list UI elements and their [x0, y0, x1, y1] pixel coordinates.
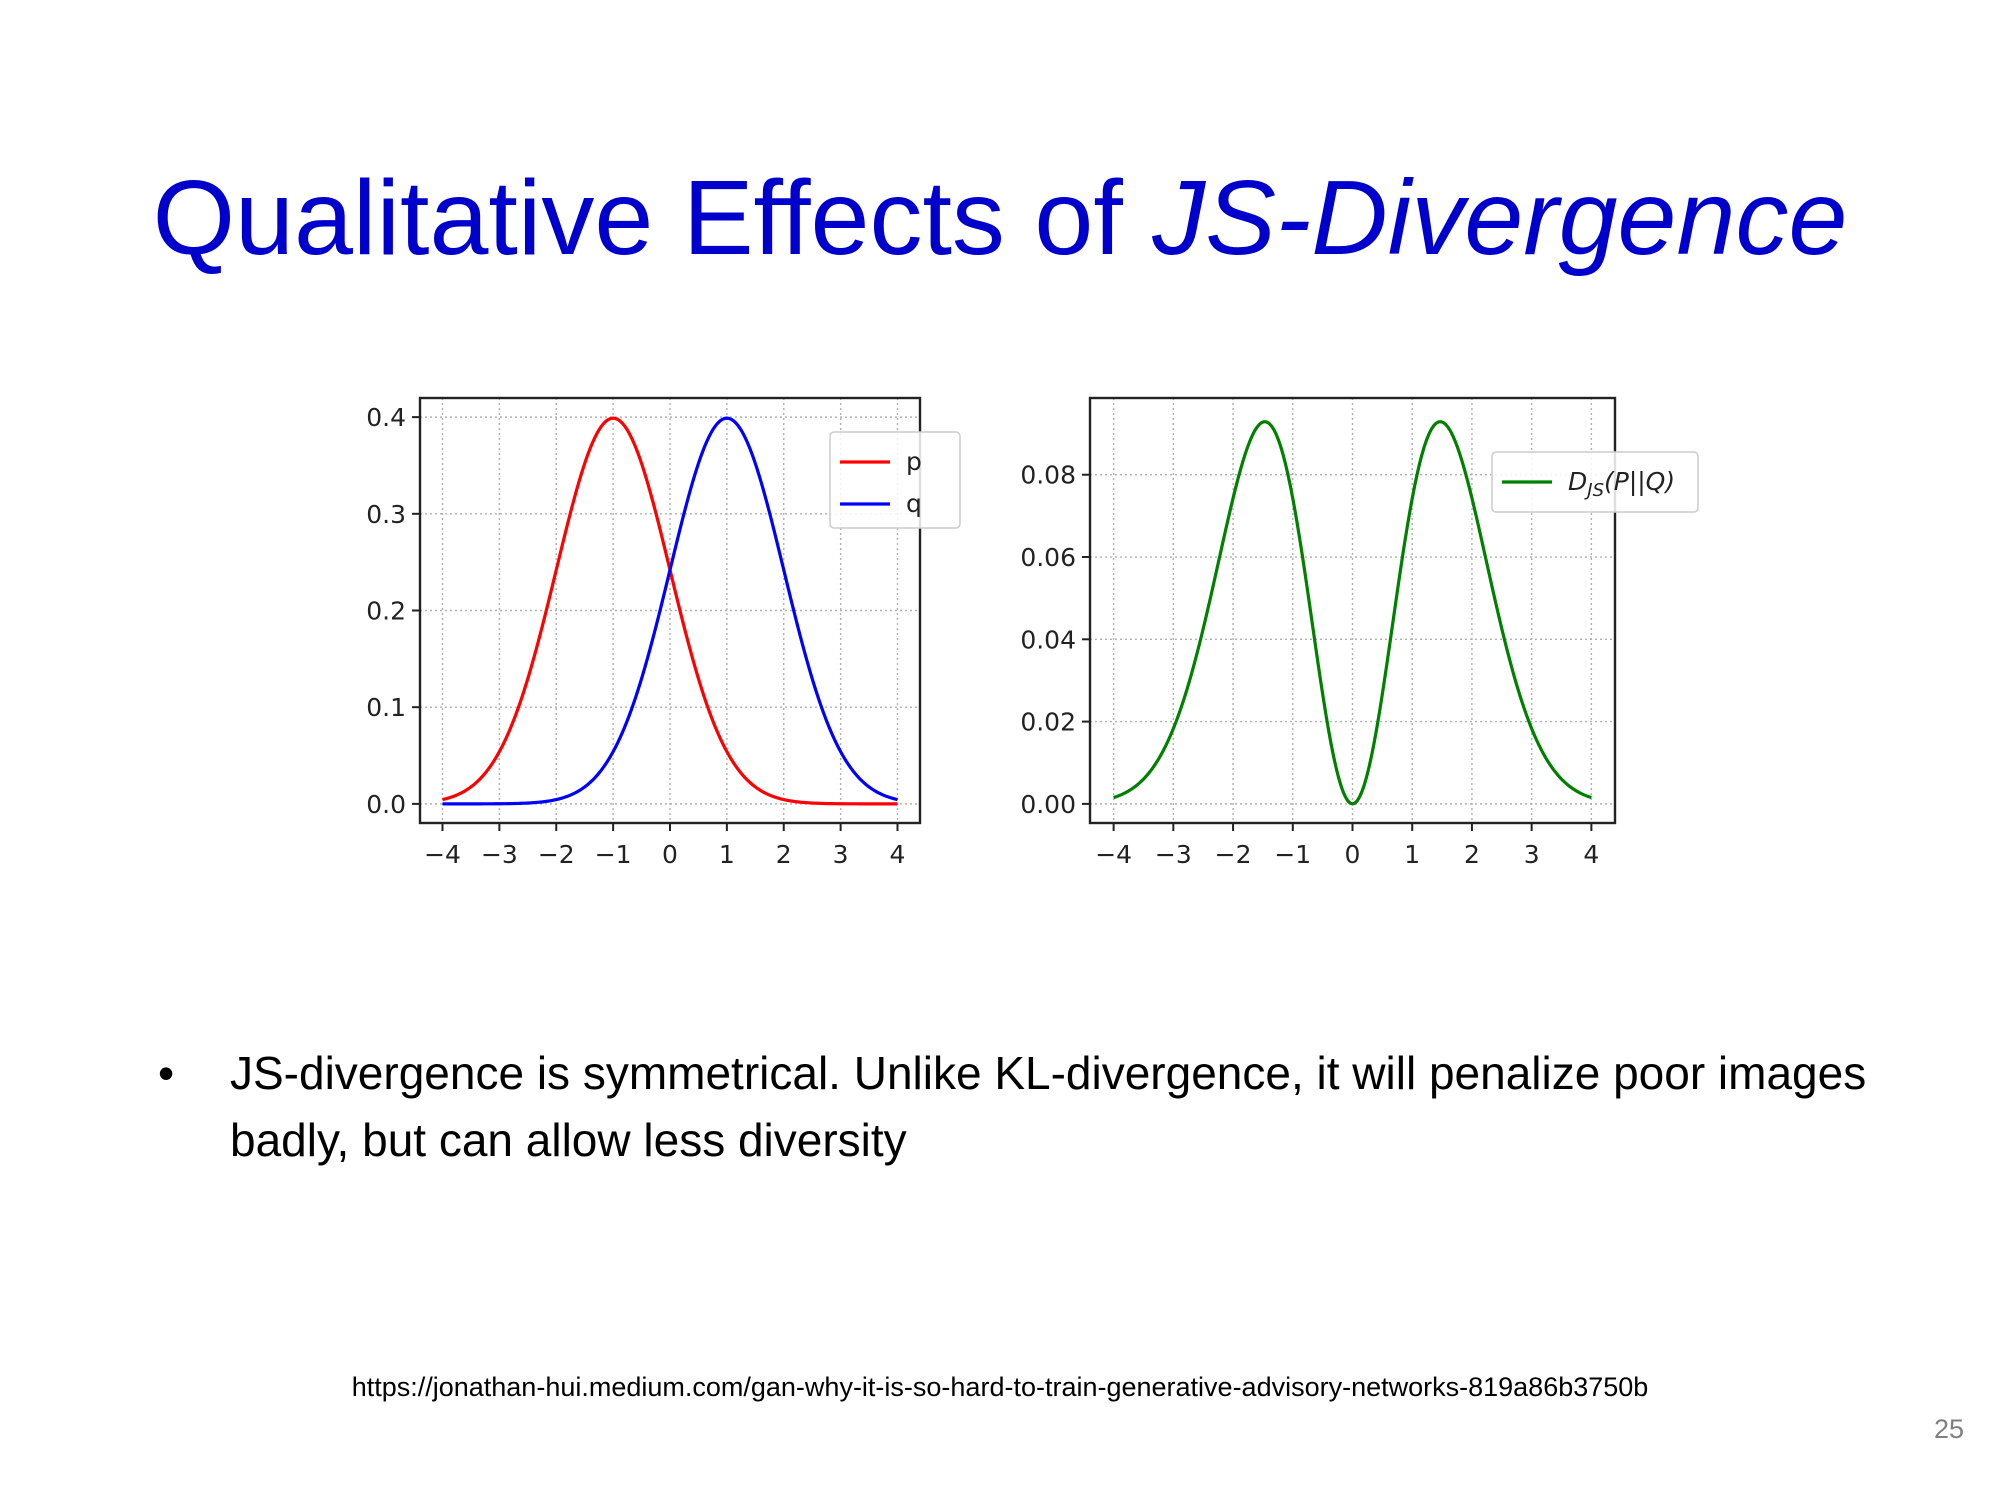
x-tick-label: 2 — [1464, 840, 1480, 869]
x-tick-label: −1 — [595, 840, 632, 869]
x-tick-label: −3 — [481, 840, 518, 869]
series-line-q — [442, 416, 898, 806]
page-number: 25 — [1933, 1414, 1964, 1444]
chart-djs-svg: −4 −3 −2 −1 0 1 2 3 4 0.00 0.02 0.04 0.06 0.08 DJS(P||… — [1020, 396, 1699, 869]
chart-djs: −4 −3 −2 −1 0 1 2 3 4 0.00 0.02 0.04 0.06 0.08 DJS(P||… — [980, 380, 1710, 880]
y-tick-label: 0.3 — [366, 500, 406, 529]
series-line-djspq — [1113, 420, 1592, 806]
y-tick-label: 0.00 — [1020, 790, 1076, 819]
y-tick-label: 0.1 — [366, 693, 406, 722]
slide-title: Qualitative Effects of JS-Divergence — [0, 160, 2000, 277]
x-tick-label: 1 — [1404, 840, 1420, 869]
x-tick-label: 4 — [890, 840, 906, 869]
x-tick-label: 1 — [719, 840, 735, 869]
bullet-marker: • — [158, 1047, 175, 1099]
x-tick-label: 2 — [776, 840, 792, 869]
x-tick-label: −3 — [1155, 840, 1192, 869]
legend-box — [829, 431, 961, 529]
legend-box — [1491, 451, 1699, 513]
slide-title-italic: JS-Divergence — [1152, 159, 1848, 277]
x-tick-label: −4 — [424, 840, 461, 869]
x-tick-label: 3 — [833, 840, 849, 869]
bullet-text: JS-divergence is symmetrical. Unlike KL-… — [230, 1047, 1867, 1166]
slide-title-plain: Qualitative Effects of — [152, 159, 1153, 277]
y-tick-label: 0.2 — [366, 597, 406, 626]
legend-label: DJS(P||Q) — [1568, 467, 1675, 501]
x-tick-label: 0 — [662, 840, 678, 869]
y-tick-label: 0.08 — [1020, 461, 1076, 490]
x-tick-label: −1 — [1274, 840, 1311, 869]
x-tick-label: −2 — [538, 840, 575, 869]
x-tick-label: 0 — [1345, 840, 1361, 869]
source-url[interactable]: https://jonathan-hui.medium.com/gan-why-… — [351, 1372, 1649, 1402]
y-tick-label: 0.04 — [1020, 625, 1076, 654]
legend-label: q — [906, 489, 922, 518]
y-tick-label: 0.02 — [1020, 708, 1076, 737]
x-tick-label: −4 — [1095, 840, 1132, 869]
x-tick-label: −2 — [1215, 840, 1252, 869]
x-tick-label: 4 — [1583, 840, 1599, 869]
y-tick-label: 0.06 — [1020, 543, 1076, 572]
y-tick-label: 0.4 — [366, 403, 406, 432]
legend-label: p — [906, 447, 922, 476]
chart-p-q-svg: −4 −3 −2 −1 0 1 2 3 4 0.0 0.1 0.2 0.3 0.4 pq — [366, 396, 961, 869]
y-tick-label: 0.0 — [366, 790, 406, 819]
chart-p-q: −4 −3 −2 −1 0 1 2 3 4 0.0 0.1 0.2 0.3 0.4 p q — [330, 380, 970, 880]
x-tick-label: 3 — [1524, 840, 1540, 869]
